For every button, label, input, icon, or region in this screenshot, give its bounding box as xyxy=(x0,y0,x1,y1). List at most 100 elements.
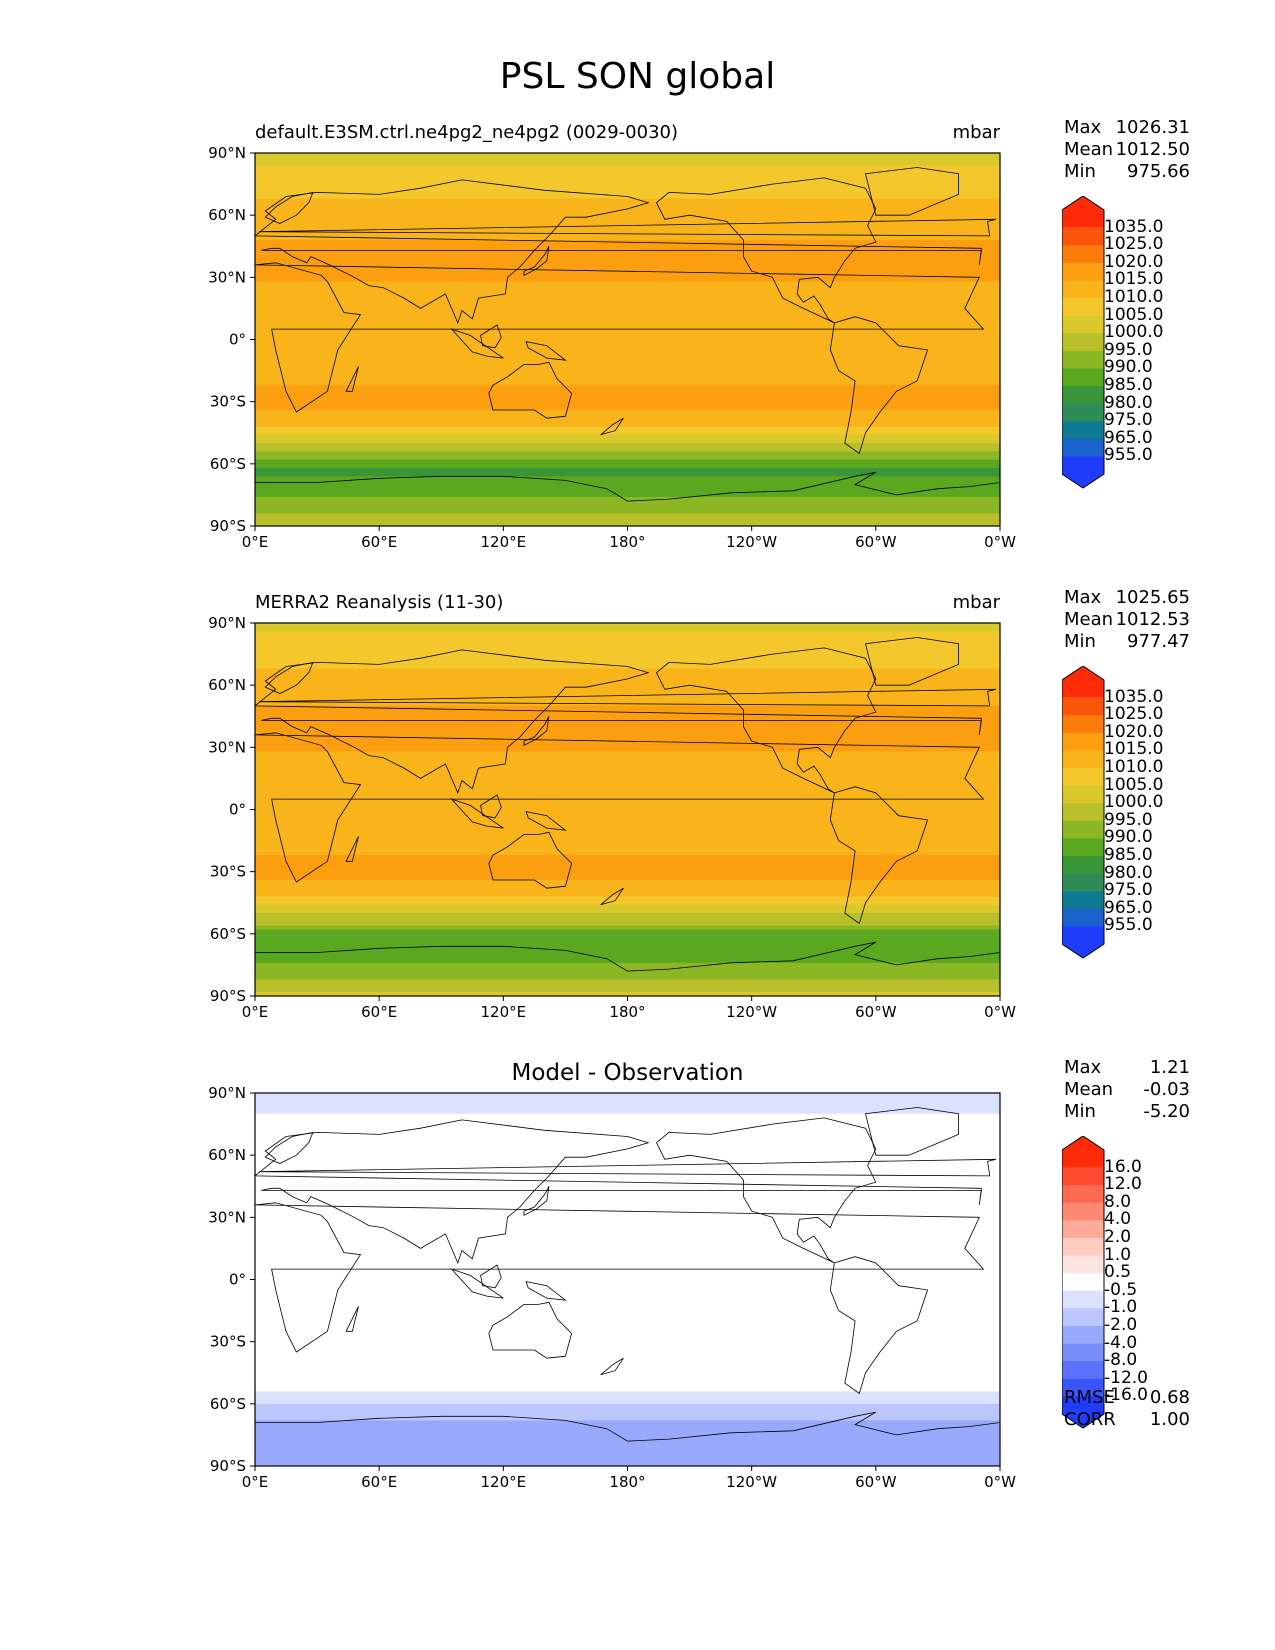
stats-box: Max 1025.65 Mean 1012.53 Min 977.47 xyxy=(1064,587,1194,653)
field-band xyxy=(255,1366,1000,1372)
y-tick-label: 90°N xyxy=(208,1084,246,1102)
x-tick-label: 120°E xyxy=(481,1003,527,1021)
x-tick-label: 180° xyxy=(609,1003,645,1021)
colorbar-tick-label: 16.0 xyxy=(1104,1156,1142,1177)
colorbar-extension-bottom xyxy=(1062,1396,1104,1428)
colorbar-tick-label: 975.0 xyxy=(1104,880,1153,901)
colorbar-segment xyxy=(1062,368,1104,387)
x-tick-label: 60°E xyxy=(361,533,397,551)
field-band xyxy=(255,422,1000,428)
coastline xyxy=(480,1264,502,1289)
field-band xyxy=(255,1258,1000,1264)
coastline xyxy=(450,1268,504,1299)
field-band xyxy=(255,1362,1000,1368)
coastline xyxy=(345,836,359,862)
colorbar-segment xyxy=(1062,1202,1104,1221)
x-tick-label: 120°W xyxy=(726,533,777,551)
field-band xyxy=(255,310,1000,316)
x-tick-label: 0°W xyxy=(984,1003,1016,1021)
field-band xyxy=(255,198,1000,204)
stat-label: Min xyxy=(1064,631,1096,652)
coastline xyxy=(450,798,504,829)
field-band xyxy=(255,979,1000,985)
field-band xyxy=(255,173,1000,179)
field-band xyxy=(255,1122,1000,1127)
colorbar-segment xyxy=(1062,280,1104,299)
colorbar-tick-label: 985.0 xyxy=(1104,845,1153,865)
panel-difference: Model - Observation 0°E 60°E 120°E 180° 120°… xyxy=(0,940,1275,1491)
field-band xyxy=(255,784,1000,790)
field-band xyxy=(255,1117,1000,1123)
colorbar-tick-label: -2.0 xyxy=(1104,1315,1138,1335)
y-tick-label: 0° xyxy=(229,801,246,819)
field-band xyxy=(255,343,1000,349)
field-band xyxy=(255,1461,1000,1466)
field-band xyxy=(255,347,1000,353)
colorbar-tick-label: 955.0 xyxy=(1104,915,1153,936)
colorbar-outline xyxy=(1062,196,1105,489)
field-band xyxy=(255,942,1000,947)
stat-min: Min 977.47 xyxy=(1064,631,1194,653)
y-tick-label: 30°S xyxy=(210,863,246,881)
field-band xyxy=(255,1441,1000,1446)
field-band xyxy=(255,809,1000,815)
colorbar-segment xyxy=(1062,1308,1104,1327)
field-band xyxy=(255,855,1000,860)
map-plot: 0°E 60°E 120°E 180° 120°W 60°W 0°W 90°N 60°N 30°N… xyxy=(208,144,1016,551)
field-band xyxy=(255,430,1000,436)
field-band xyxy=(255,1279,1000,1285)
x-tick-label: 60°W xyxy=(855,533,897,551)
field-band xyxy=(255,884,1000,889)
field-band xyxy=(255,759,1000,765)
field-band xyxy=(255,1445,1000,1451)
colorbar-segment xyxy=(1062,1326,1104,1344)
colorbar-segment xyxy=(1062,245,1104,264)
field-band xyxy=(255,734,1000,740)
colorbar-tick-label: 965.0 xyxy=(1104,897,1153,918)
field-band xyxy=(255,697,1000,703)
field-band xyxy=(255,235,1000,241)
field-band xyxy=(255,1138,1000,1144)
units-label: mbar xyxy=(952,122,1000,143)
colorbar-segment xyxy=(1062,715,1104,734)
field-band xyxy=(255,1453,1000,1459)
field-band xyxy=(255,635,1000,641)
field-band xyxy=(255,165,1000,171)
field-band xyxy=(255,451,1000,457)
colorbar-tick-label: 1000.0 xyxy=(1104,792,1164,813)
field-band xyxy=(255,929,1000,935)
field-band xyxy=(255,1358,1000,1363)
colorbar-tick-label: -0.5 xyxy=(1104,1279,1138,1300)
field-band xyxy=(255,834,1000,840)
field-band xyxy=(255,871,1000,877)
colorbar-segment xyxy=(1062,873,1104,892)
colorbar-segment xyxy=(1062,1343,1104,1362)
field-band xyxy=(255,1316,1000,1322)
panel-title: default.E3SM.ctrl.ne4pg2_ne4pg2 (0029-00… xyxy=(255,122,678,143)
field-band xyxy=(255,672,1000,678)
field-band xyxy=(255,1101,1000,1107)
field-band xyxy=(255,1238,1000,1243)
panel-model: default.E3SM.ctrl.ne4pg2_ne4pg2 (0029-00… xyxy=(0,0,1275,551)
panel-title: MERRA2 Reanalysis (11-30) xyxy=(255,592,504,613)
field-band xyxy=(255,1287,1000,1293)
colorbar-segment xyxy=(1062,838,1104,857)
field-band xyxy=(255,426,1000,432)
field-band xyxy=(255,389,1000,394)
field-band xyxy=(255,351,1000,357)
colorbar-tick-label: 975.0 xyxy=(1104,410,1153,431)
field-band xyxy=(255,414,1000,419)
field-band xyxy=(255,1159,1000,1165)
colorbar-tick-label: 990.0 xyxy=(1104,357,1153,378)
coastline xyxy=(259,1158,996,1177)
field-band xyxy=(255,405,1000,411)
field-band xyxy=(255,252,1000,258)
field-band xyxy=(255,826,1000,831)
colorbar-tick-label: 1010.0 xyxy=(1104,287,1164,307)
field-band xyxy=(255,846,1000,852)
field-band xyxy=(255,385,1000,390)
colorbar-tick-label: 1010.0 xyxy=(1104,757,1164,777)
field-band xyxy=(255,1126,1000,1131)
colorbar-segment xyxy=(1062,1167,1104,1186)
y-tick-label: 90°N xyxy=(208,144,246,162)
